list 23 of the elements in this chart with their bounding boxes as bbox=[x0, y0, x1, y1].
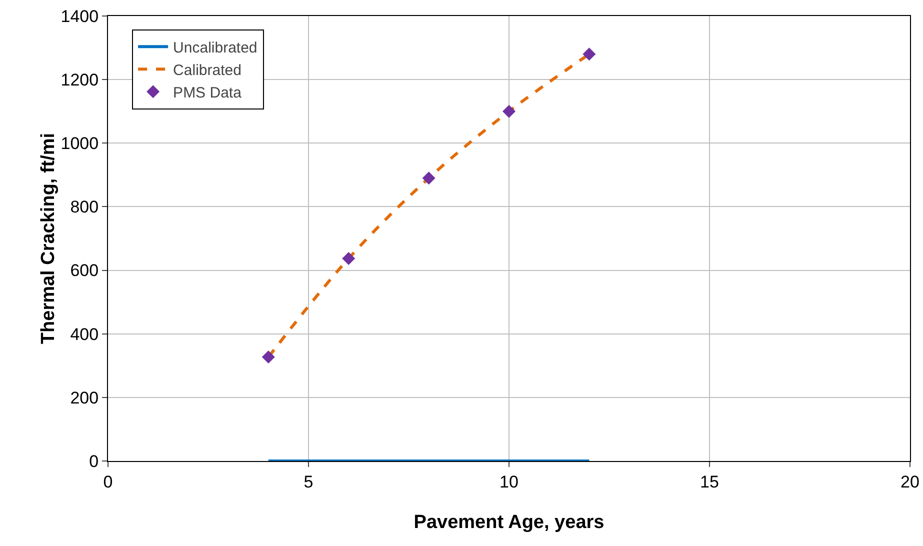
x-tick-label: 10 bbox=[500, 472, 518, 492]
x-tick-label: 15 bbox=[700, 472, 719, 492]
legend-label: Calibrated bbox=[173, 62, 242, 79]
y-tick-label: 200 bbox=[70, 388, 99, 408]
y-tick-label: 0 bbox=[89, 452, 99, 471]
x-tick-label: 0 bbox=[103, 472, 113, 492]
point bbox=[422, 172, 436, 185]
y-tick-label: 600 bbox=[70, 261, 99, 280]
point bbox=[342, 252, 356, 266]
y-tick-label: 400 bbox=[70, 324, 99, 344]
y-axis-title: Thermal Cracking, ft/mi bbox=[38, 132, 59, 344]
point bbox=[582, 48, 596, 61]
legend-label: Uncalibrated bbox=[173, 39, 258, 56]
point bbox=[262, 350, 275, 364]
x-axis-title: Pavement Age, years bbox=[414, 512, 604, 533]
x-tick-label: 20 bbox=[900, 472, 920, 492]
y-tick-label: 800 bbox=[70, 198, 99, 217]
y-tick-label: 1200 bbox=[60, 70, 99, 90]
legend-label: PMS Data bbox=[173, 84, 242, 102]
x-tick-label: 5 bbox=[304, 472, 314, 492]
point bbox=[502, 104, 516, 118]
y-tick-label: 1400 bbox=[60, 6, 99, 26]
y-tick-label: 1000 bbox=[60, 134, 99, 154]
